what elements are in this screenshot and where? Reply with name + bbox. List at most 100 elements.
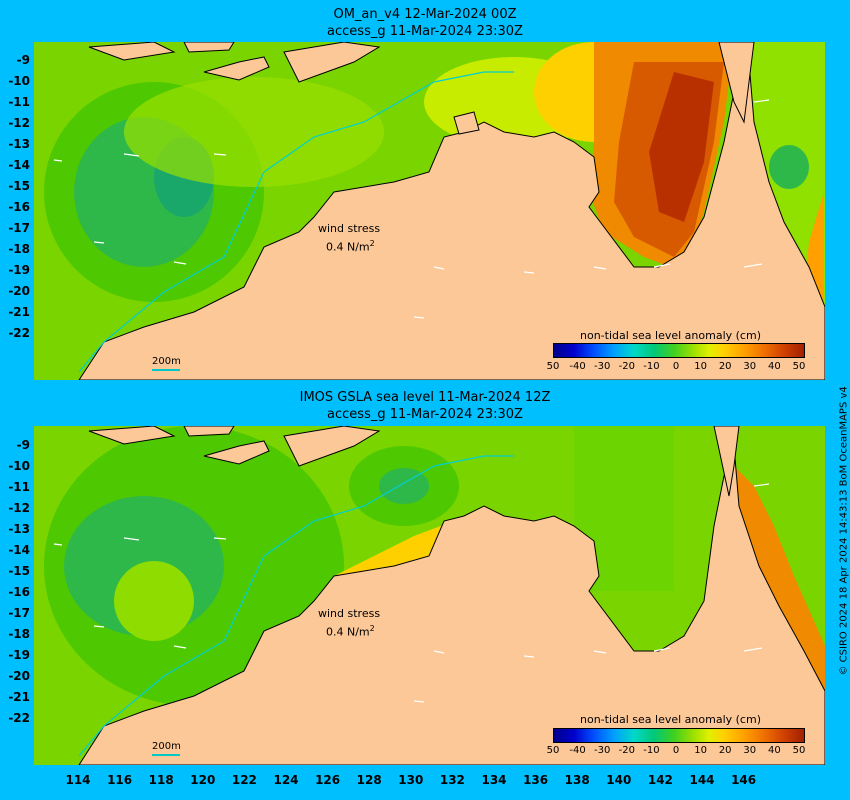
colorbar-tick-label: -10 — [643, 745, 660, 756]
latitude-tick-label: -18 — [8, 627, 30, 641]
latitude-tick-label: -14 — [8, 543, 30, 557]
latitude-tick-label: -22 — [8, 711, 30, 725]
latitude-tick-label: -16 — [8, 200, 30, 214]
longitude-tick-label: 116 — [107, 773, 133, 787]
colorbar-title: non-tidal sea level anomaly (cm) — [580, 713, 761, 726]
longitude-tick-label: 114 — [65, 773, 91, 787]
wind-stress-value: 0.4 N/m2 — [326, 624, 375, 639]
longitude-tick-label: 122 — [231, 773, 257, 787]
colorbar-tick-label: 20 — [718, 745, 732, 756]
latitude-tick-label: -21 — [8, 305, 30, 319]
island — [88, 426, 176, 445]
latitude-tick-label: -17 — [8, 606, 30, 620]
colorbar-tick-label: 10 — [694, 745, 707, 756]
longitude-tick-label: 136 — [523, 773, 549, 787]
longitude-tick-label: 138 — [564, 773, 590, 787]
colorbar-tick-label: 50 — [546, 745, 560, 756]
anomaly-blob — [124, 77, 384, 187]
depth-label: 200m — [152, 356, 181, 367]
credit-text: © CSIRO 2024 18 Apr 2024 14:43:13 BoM Oc… — [838, 386, 850, 676]
colorbar-tick-label: -30 — [594, 745, 611, 756]
australia-mainland — [78, 445, 825, 765]
colorbar-title: non-tidal sea level anomaly (cm) — [580, 329, 761, 342]
depth-legend-line — [152, 369, 180, 371]
colorbar-tick-label: 50 — [546, 361, 560, 372]
anomaly-gulf-core — [649, 72, 714, 222]
island — [183, 42, 235, 53]
longitude-tick-label: 140 — [606, 773, 632, 787]
bottom-map — [34, 426, 825, 765]
island — [203, 440, 270, 465]
colorbar — [553, 728, 805, 743]
colorbar-tick-label: -40 — [569, 361, 586, 372]
longitude-tick-label: 126 — [315, 773, 341, 787]
latitude-tick-label: -10 — [8, 74, 30, 88]
latitude-tick-label: -16 — [8, 585, 30, 599]
wind-arrows — [53, 483, 770, 703]
colorbar-tick-label: 50 — [792, 361, 806, 372]
top-map — [34, 42, 825, 380]
latitude-tick-label: -11 — [8, 480, 30, 494]
latitude-tick-label: -13 — [8, 137, 30, 151]
latitude-tick-label: -15 — [8, 564, 30, 578]
island — [183, 426, 235, 437]
anomaly-blob — [379, 468, 429, 504]
latitude-tick-label: -15 — [8, 179, 30, 193]
depth-legend-line — [152, 754, 180, 756]
colorbar-tick-label: 40 — [768, 745, 781, 756]
latitude-tick-label: -11 — [8, 95, 30, 109]
anomaly-blob — [769, 145, 809, 189]
depth-contour-200m — [78, 71, 514, 373]
top-map-subtitle: access_g 11-Mar-2024 23:30Z — [327, 24, 523, 39]
timor-island — [283, 42, 381, 83]
island — [88, 42, 176, 61]
colorbar — [553, 343, 805, 358]
australia-mainland — [78, 60, 825, 380]
colorbar-tick-label: -30 — [594, 361, 611, 372]
cape-york — [718, 42, 755, 124]
wind-arrows — [53, 99, 770, 319]
anomaly-blob — [114, 561, 194, 641]
bottom-map-subtitle: access_g 11-Mar-2024 23:30Z — [327, 407, 523, 422]
longitude-tick-label: 144 — [689, 773, 715, 787]
wind-stress-label: wind stress — [318, 607, 381, 620]
wind-stress-value: 0.4 N/m2 — [326, 239, 375, 254]
colorbar-tick-label: -10 — [643, 361, 660, 372]
latitude-tick-label: -10 — [8, 459, 30, 473]
longitude-tick-label: 118 — [148, 773, 174, 787]
colorbar-tick-label: -20 — [618, 745, 635, 756]
depth-label: 200m — [152, 741, 181, 752]
latitude-tick-label: -9 — [16, 53, 30, 67]
wind-stress-label: wind stress — [318, 222, 381, 235]
depth-contour-200m — [78, 455, 514, 757]
latitude-tick-label: -14 — [8, 158, 30, 172]
latitude-tick-label: -21 — [8, 690, 30, 704]
longitude-tick-label: 146 — [731, 773, 757, 787]
latitude-tick-label: -12 — [8, 501, 30, 515]
colorbar-tick-label: -20 — [618, 361, 635, 372]
bottom-map-title: IMOS GSLA sea level 11-Mar-2024 12Z — [299, 390, 551, 405]
cape-york — [713, 426, 740, 497]
colorbar-tick-label: 0 — [672, 361, 680, 372]
latitude-tick-label: -19 — [8, 263, 30, 277]
colorbar-tick-label: 30 — [743, 361, 757, 372]
top-map-title: OM_an_v4 12-Mar-2024 00Z — [333, 7, 517, 22]
latitude-tick-label: -13 — [8, 522, 30, 536]
longitude-tick-label: 134 — [481, 773, 507, 787]
longitude-tick-label: 120 — [190, 773, 216, 787]
colorbar-tick-label: -40 — [569, 745, 586, 756]
longitude-tick-label: 132 — [439, 773, 465, 787]
latitude-tick-label: -12 — [8, 116, 30, 130]
latitude-tick-label: -17 — [8, 221, 30, 235]
longitude-tick-label: 130 — [398, 773, 424, 787]
colorbar-tick-label: 10 — [694, 361, 707, 372]
island — [203, 56, 270, 81]
latitude-tick-label: -18 — [8, 242, 30, 256]
latitude-tick-label: -19 — [8, 648, 30, 662]
longitude-tick-label: 142 — [647, 773, 673, 787]
colorbar-tick-label: 30 — [743, 745, 757, 756]
island — [453, 111, 480, 135]
latitude-tick-label: -20 — [8, 284, 30, 298]
latitude-tick-label: -9 — [16, 438, 30, 452]
colorbar-tick-label: 40 — [768, 361, 781, 372]
